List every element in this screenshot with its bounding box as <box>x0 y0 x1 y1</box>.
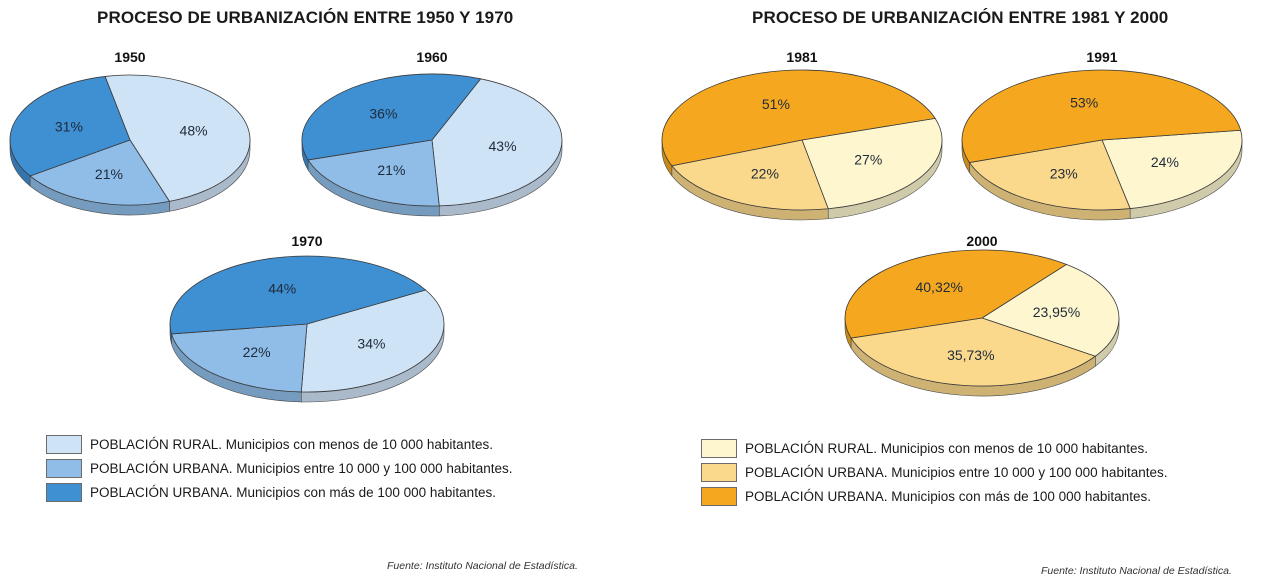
legend-label: POBLACIÓN RURAL. Municipios con menos de… <box>90 436 493 452</box>
pie-chart-1981: 27% 22% 51% 1981 <box>661 49 943 221</box>
legend-label: POBLACIÓN RURAL. Municipios con menos de… <box>745 440 1148 456</box>
pie-title-1970: 1970 <box>291 233 322 249</box>
pie-chart-1950: 48% 21% 31% 1950 <box>9 49 251 216</box>
pie-title-1991: 1991 <box>1086 49 1117 65</box>
pie-label-1970-2: 44% <box>268 281 296 297</box>
pie-title-1981: 1981 <box>786 49 817 65</box>
pie-label-1991-1: 23% <box>1050 165 1078 181</box>
pie-slice-1950-2 <box>9 75 131 177</box>
pie-label-1950-2: 31% <box>55 118 83 134</box>
pie-chart-1991: 24% 23% 53% 1991 <box>961 49 1243 221</box>
legend-item: POBLACIÓN RURAL. Municipios con menos de… <box>46 432 512 456</box>
pie-chart-1970: 34% 22% 44% 1970 <box>169 233 445 403</box>
pie-label-1960-1: 21% <box>377 162 405 178</box>
legend-label: POBLACIÓN URBANA. Municipios con más de … <box>745 488 1151 504</box>
legend-label: POBLACIÓN URBANA. Municipios entre 10 00… <box>745 464 1168 480</box>
pie-slice-1950-1 <box>29 139 171 206</box>
legend-label: POBLACIÓN URBANA. Municipios entre 10 00… <box>90 460 513 476</box>
legend-right: POBLACIÓN RURAL. Municipios con menos de… <box>701 436 1167 508</box>
pie-label-1981-2: 51% <box>762 96 790 112</box>
legend-swatch <box>46 458 82 478</box>
pie-slice-1960-1 <box>307 139 440 207</box>
pie-label-1950-1: 21% <box>95 166 123 182</box>
pie-label-1981-1: 22% <box>751 166 779 182</box>
pie-chart-2000: 23,95% 35,73% 40,32% 2000 <box>844 233 1120 397</box>
legend-swatch <box>701 486 737 506</box>
legend-swatch <box>701 438 737 458</box>
pie-label-1960-2: 36% <box>369 105 397 121</box>
pie-label-2000-2: 40,32% <box>915 279 962 295</box>
legend-item: POBLACIÓN URBANA. Municipios entre 10 00… <box>701 460 1167 484</box>
pie-title-1960: 1960 <box>416 49 447 65</box>
pie-chart-1960: 43% 21% 36% 1960 <box>301 49 563 217</box>
pie-label-1991-0: 24% <box>1151 154 1179 170</box>
pie-slice-1960-2 <box>301 73 482 161</box>
pie-slice-1981-2 <box>661 69 936 167</box>
pie-label-1970-0: 34% <box>357 335 385 351</box>
pie-slice-1960-0 <box>431 78 563 207</box>
pie-slice-1981-0 <box>801 117 943 210</box>
pie-title-1950: 1950 <box>114 49 145 65</box>
legend-swatch <box>701 462 737 482</box>
pie-label-2000-0: 23,95% <box>1033 304 1080 320</box>
pie-slice-1991-2 <box>961 69 1242 163</box>
pie-slice-1970-2 <box>169 255 427 335</box>
pie-slice-2000-1 <box>850 317 1097 387</box>
source-note-left: Fuente: Instituto Nacional de Estadístic… <box>387 560 578 572</box>
legend-item: POBLACIÓN URBANA. Municipios con más de … <box>701 484 1167 508</box>
pie-slice-2000-0 <box>981 263 1120 357</box>
pie-label-1981-0: 27% <box>854 152 882 168</box>
pie-label-1950-0: 48% <box>180 122 208 138</box>
pie-slice-1991-1 <box>968 139 1131 211</box>
legend-item: POBLACIÓN URBANA. Municipios entre 10 00… <box>46 456 512 480</box>
source-note-right: Fuente: Instituto Nacional de Estadístic… <box>1041 565 1232 577</box>
panel-title-left: PROCESO DE URBANIZACIÓN ENTRE 1950 Y 197… <box>97 8 514 27</box>
pie-label-1970-1: 22% <box>243 344 271 360</box>
legend-item: POBLACIÓN RURAL. Municipios con menos de… <box>701 436 1167 460</box>
pie-slice-2000-2 <box>844 249 1068 339</box>
panel-title-right: PROCESO DE URBANIZACIÓN ENTRE 1981 Y 200… <box>752 8 1169 27</box>
legend-left: POBLACIÓN RURAL. Municipios con menos de… <box>46 432 512 504</box>
legend-swatch <box>46 434 82 454</box>
pie-label-2000-1: 35,73% <box>947 347 994 363</box>
pie-slice-1950-0 <box>104 74 251 202</box>
pie-title-2000: 2000 <box>966 233 997 249</box>
pie-slice-1981-1 <box>671 139 829 211</box>
pie-label-1991-2: 53% <box>1070 95 1098 111</box>
pie-slice-1970-1 <box>170 323 308 393</box>
legend-swatch <box>46 482 82 502</box>
legend-label: POBLACIÓN URBANA. Municipios con más de … <box>90 484 496 500</box>
pie-slice-1991-0 <box>1101 129 1243 209</box>
legend-item: POBLACIÓN URBANA. Municipios con más de … <box>46 480 512 504</box>
pie-label-1960-0: 43% <box>489 138 517 154</box>
